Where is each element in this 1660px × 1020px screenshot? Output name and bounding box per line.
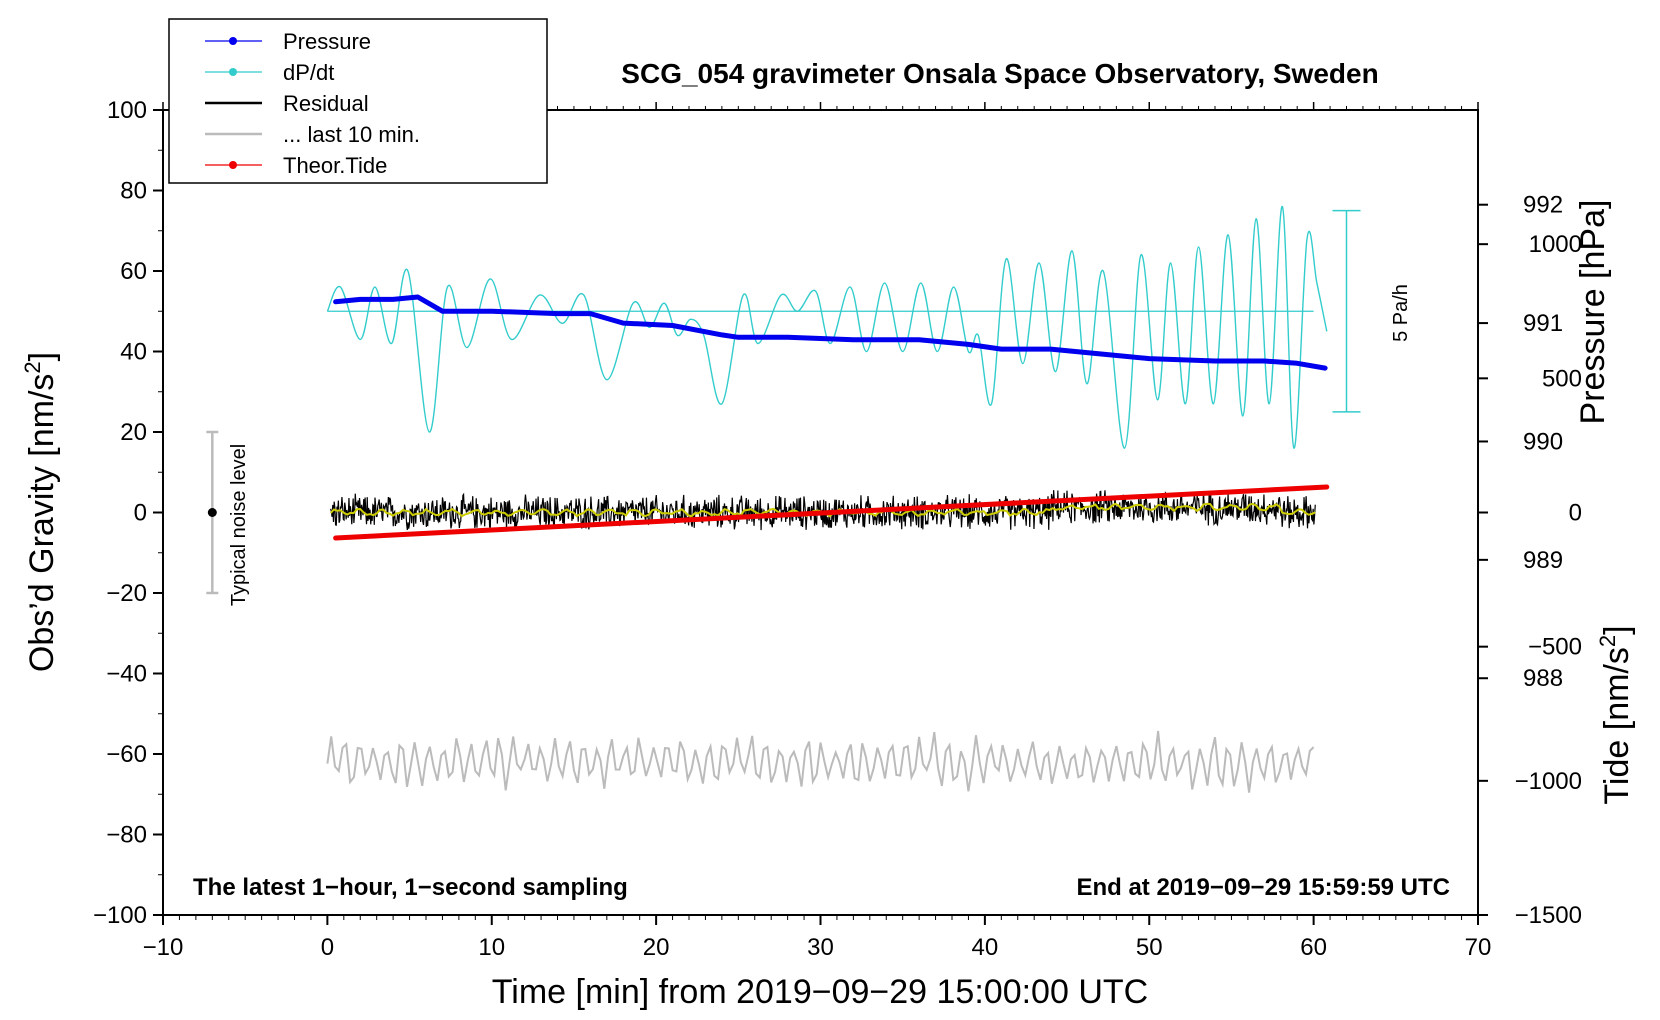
x-tick-label: 60 xyxy=(1300,934,1327,961)
y-axis-title-left-main: Obs’d Gravity [nm/s xyxy=(23,374,61,673)
note-end-time: End at 2019−09−29 15:59:59 UTC xyxy=(1076,874,1450,901)
tide-tick-label: −1500 xyxy=(1515,902,1582,929)
legend-label: Pressure xyxy=(283,29,371,54)
legend-marker xyxy=(229,68,237,76)
tide-axis-title-end: ] xyxy=(1598,625,1636,634)
y-tick-label: −20 xyxy=(106,580,147,607)
pressure-axis-title: Pressure [hPa] xyxy=(1574,200,1612,425)
note-latest-hour: The latest 1−hour, 1−second sampling xyxy=(193,874,628,901)
pressure-series-line xyxy=(333,294,1328,371)
legend-entries: Pressure dP/dt Residual ... last 10 min. The… xyxy=(205,29,420,178)
pressure-tick-label: 989 xyxy=(1523,547,1563,574)
x-tick-label: −10 xyxy=(143,934,184,961)
tide-tick-label: 1000 xyxy=(1529,231,1582,258)
residual-series-line xyxy=(330,490,1316,531)
dpdt-series-line xyxy=(326,205,1328,449)
pressure-tick-label: 992 xyxy=(1523,192,1563,219)
scale-bar-label: 5 Pa/h xyxy=(1390,284,1412,342)
noise-level-label: Typical noise level xyxy=(228,444,250,606)
y-axis-title-left-sup: 2 xyxy=(20,361,45,373)
x-tick-label: 10 xyxy=(478,934,505,961)
tide-axis-ticks: 1000 500 0 −500 −1000 −1500 xyxy=(1478,231,1582,929)
pressure-tick-label: 991 xyxy=(1523,310,1563,337)
y-tick-label: −40 xyxy=(106,661,147,688)
pressure-axis-ticks: 992 991 990 989 988 xyxy=(1478,192,1563,692)
y-axis-title-left-end: ] xyxy=(23,352,61,361)
y-tick-label: −100 xyxy=(93,902,147,929)
x-axis-ticks: −10 0 10 20 30 40 50 60 70 xyxy=(143,102,1492,961)
legend-label: Residual xyxy=(283,91,369,116)
y-tick-label: −60 xyxy=(106,741,147,768)
legend-label: dP/dt xyxy=(283,60,334,85)
y-tick-label: 20 xyxy=(120,419,147,446)
legend-label: Theor.Tide xyxy=(283,153,387,178)
x-tick-label: 20 xyxy=(643,934,670,961)
y-tick-label: −80 xyxy=(106,822,147,849)
noise-bar-center-dot xyxy=(207,508,217,517)
last-10-min-series-line xyxy=(326,730,1315,793)
y-tick-label: 60 xyxy=(120,258,147,285)
y-axis-title-left: Obs’d Gravity [nm/s2] xyxy=(20,352,61,672)
chart-title: SCG_054 gravimeter Onsala Space Observat… xyxy=(621,58,1378,89)
pressure-tick-label: 990 xyxy=(1523,428,1563,455)
tide-axis-title-main: Tide [nm/s xyxy=(1598,647,1636,804)
x-tick-label: 0 xyxy=(321,934,334,961)
tide-series-line xyxy=(333,484,1330,541)
pressure-tick-label: 988 xyxy=(1523,665,1563,692)
legend: Pressure dP/dt Residual ... last 10 min. The… xyxy=(168,18,548,184)
annotation-layer xyxy=(206,209,1361,595)
y-tick-label: 80 xyxy=(120,178,147,205)
y-tick-label: 40 xyxy=(120,339,147,366)
x-tick-label: 40 xyxy=(972,934,999,961)
tide-axis-title: Tide [nm/s2] xyxy=(1595,625,1636,804)
legend-marker xyxy=(229,161,237,169)
y-tick-label: 100 xyxy=(107,97,147,124)
tide-axis-title-sup: 2 xyxy=(1595,635,1620,647)
x-tick-label: 30 xyxy=(807,934,834,961)
x-tick-label: 70 xyxy=(1465,934,1492,961)
legend-marker xyxy=(229,37,237,45)
y-tick-label: 0 xyxy=(134,500,147,527)
x-tick-label: 50 xyxy=(1136,934,1163,961)
y-axis-ticks: 100 80 60 40 20 0 −20 −40 −60 −80 −100 xyxy=(93,97,163,929)
x-axis-title: Time [min] from 2019−09−29 15:00:00 UTC xyxy=(492,973,1148,1011)
tide-tick-label: −500 xyxy=(1528,634,1582,661)
legend-box xyxy=(168,18,548,184)
tide-tick-label: 0 xyxy=(1569,500,1582,527)
tide-tick-label: 500 xyxy=(1542,365,1582,392)
legend-label: ... last 10 min. xyxy=(283,122,420,147)
series-layer xyxy=(326,205,1330,793)
tide-tick-label: −1000 xyxy=(1515,768,1582,795)
